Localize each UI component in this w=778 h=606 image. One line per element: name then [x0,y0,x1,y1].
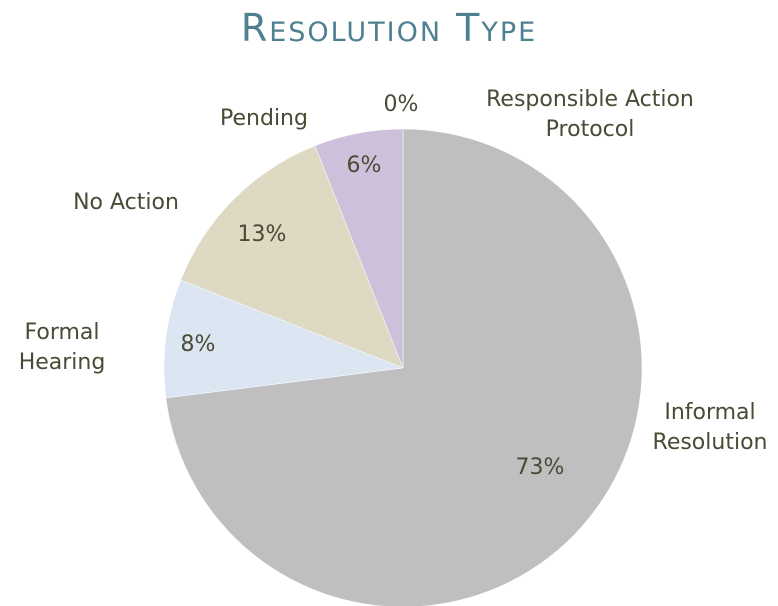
data-label: 0% [383,92,419,117]
data-label: 73% [515,455,565,480]
pie-slice [314,128,404,369]
category-label: Responsible Action Protocol [486,87,694,142]
pie-slice [163,279,404,399]
data-label: 13% [237,222,287,247]
data-label: 8% [180,332,216,357]
category-label: Formal Hearing [18,320,106,375]
category-label: Pending [220,106,308,131]
pie-slice [165,128,643,606]
chart-title: Resolution Type [240,6,538,50]
category-label: No Action [73,190,179,215]
pie-slice [180,145,404,369]
category-label: Informal Resolution [652,400,768,455]
data-label: 6% [346,153,382,178]
